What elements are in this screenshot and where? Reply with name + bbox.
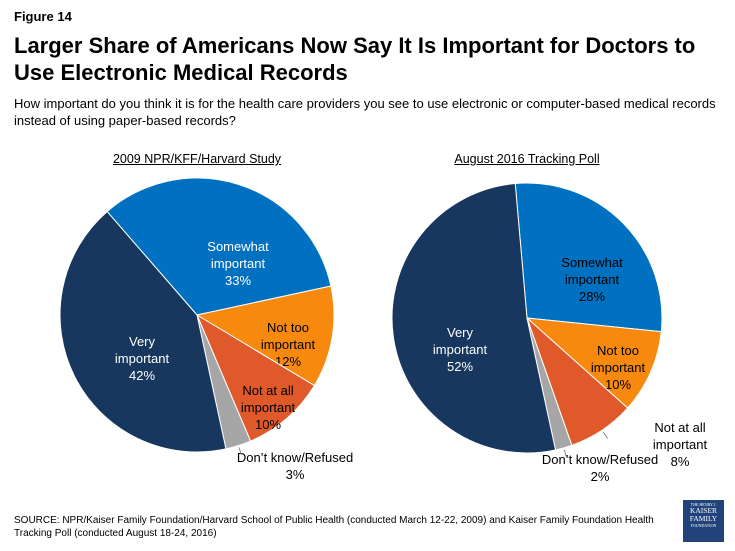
pie-2016-title: August 2016 Tracking Poll [454,152,600,166]
pie-slice-not-too-important [525,317,662,409]
slice-label: Not at all important 8% [653,420,708,469]
pie-2009-title: 2009 NPR/KFF/Harvard Study [112,152,282,166]
pie-slice-very-important [59,210,227,453]
leader-line [602,431,609,439]
slice-label: Not too important 10% [591,343,646,392]
slice-label: Not at all important 10% [241,383,296,432]
chart-title: Larger Share of Americans Now Say It Is … [14,33,696,85]
chart-subtitle: How important do you think it is for the… [14,96,716,128]
leader-line [238,447,242,456]
slice-label: Don’t know/Refused 2% [542,452,658,484]
slice-label: Very important 42% [115,334,170,383]
slice-label: Somewhat important 28% [561,255,623,304]
figure-label: Figure 14 [14,9,72,24]
slice-label: Somewhat important 33% [207,239,269,288]
kff-logo: THE HENRY J. KAISER FAMILY FOUNDATION [683,500,724,542]
slice-label: Don’t know/Refused 3% [237,450,353,482]
slice-label: Very important 52% [433,325,488,374]
pie-slice-not-at-all-important [195,313,316,442]
leader-line [563,449,567,458]
pie-slice-somewhat-important [106,177,332,316]
pie-slice-very-important [391,182,557,454]
pie-slice-somewhat-important [514,182,663,333]
pie-slice-not-too-important [195,285,335,387]
source-note: SOURCE: NPR/Kaiser Family Foundation/Har… [14,515,654,539]
slice-label: Not too important 12% [261,320,316,369]
